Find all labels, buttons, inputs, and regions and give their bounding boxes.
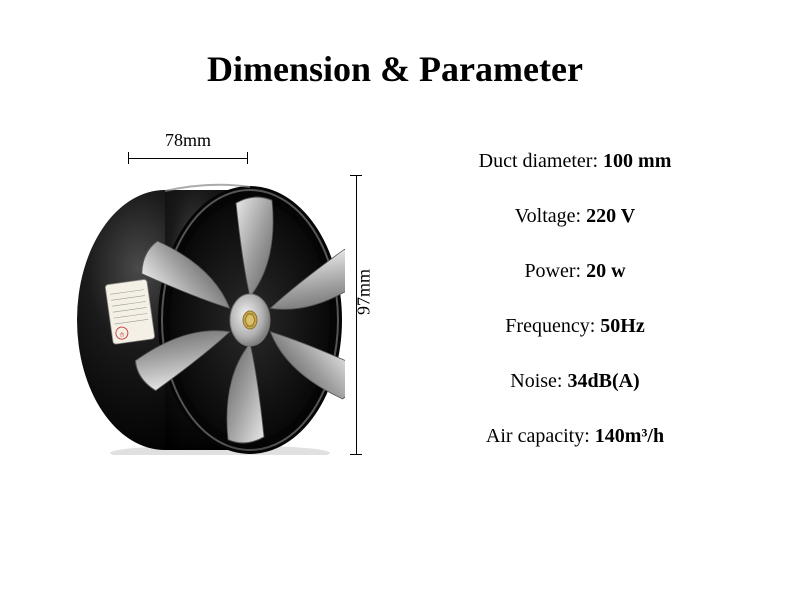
spec-label: Voltage: — [515, 205, 586, 227]
spec-label: Duct diameter: — [479, 150, 603, 172]
width-dimension-label: 78mm — [128, 130, 248, 151]
spec-value: 20 w — [586, 260, 625, 282]
spec-value: 34dB(A) — [567, 370, 639, 392]
spec-air-capacity: Air capacity: 140m³/h — [425, 425, 725, 448]
product-illustration: 合 — [70, 175, 345, 455]
width-dimension: 78mm — [128, 130, 248, 165]
spec-voltage: Voltage: 220 V — [425, 205, 725, 228]
spec-label: Noise: — [510, 370, 567, 392]
spec-frequency: Frequency: 50Hz — [425, 315, 725, 338]
product-diagram: 78mm 97mm — [0, 120, 395, 540]
height-dimension-label: 97mm — [354, 269, 375, 315]
content-area: 78mm 97mm — [0, 120, 790, 540]
spec-label: Air capacity: — [486, 425, 595, 447]
spec-label: Frequency: — [505, 315, 600, 337]
spec-noise: Noise: 34dB(A) — [425, 370, 725, 393]
spec-value: 140m³/h — [595, 425, 664, 447]
spec-power: Power: 20 w — [425, 260, 725, 283]
spec-label: Power: — [524, 260, 586, 282]
page-title: Dimension & Parameter — [0, 0, 790, 90]
spec-duct-diameter: Duct diameter: 100 mm — [425, 150, 725, 173]
width-dimension-line — [128, 153, 248, 165]
spec-value: 100 mm — [603, 150, 671, 172]
spec-list: Duct diameter: 100 mm Voltage: 220 V Pow… — [395, 120, 790, 540]
spec-value: 50Hz — [600, 315, 644, 337]
spec-value: 220 V — [586, 205, 635, 227]
height-dimension: 97mm — [350, 175, 380, 455]
